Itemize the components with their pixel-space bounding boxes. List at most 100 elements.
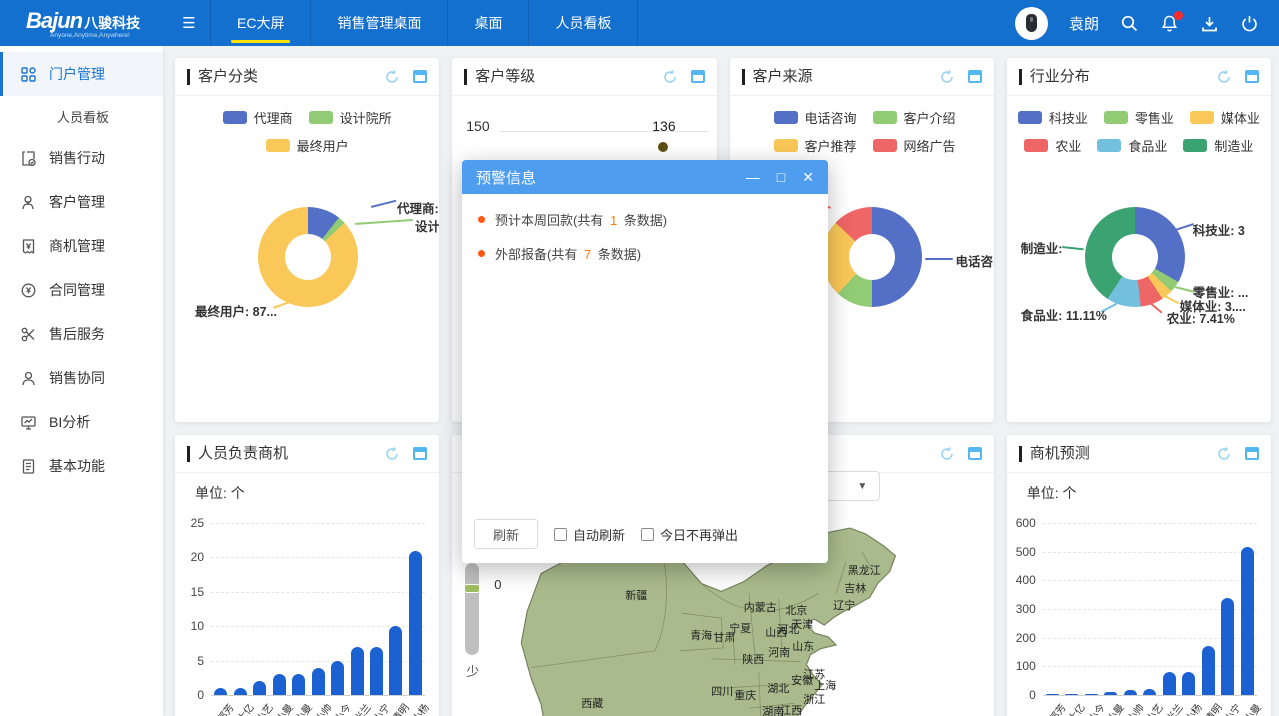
donut-chart[interactable] bbox=[258, 207, 358, 307]
legend-item[interactable]: 零售业 bbox=[1103, 108, 1174, 127]
province-label[interactable]: 山西 bbox=[765, 627, 788, 639]
province-label[interactable]: 宁夏 bbox=[729, 623, 752, 635]
province-label[interactable]: 河北 bbox=[777, 624, 800, 636]
bar[interactable] bbox=[389, 626, 403, 695]
sidebar-item-sales-action[interactable]: 销售行动 bbox=[0, 136, 163, 180]
sidebar-item-staff-board[interactable]: 人员看板 bbox=[0, 96, 163, 136]
bar[interactable] bbox=[1065, 693, 1079, 695]
province-label[interactable]: 黑龙江 bbox=[847, 565, 881, 577]
province-label[interactable]: 江苏 bbox=[803, 669, 826, 681]
bar[interactable] bbox=[311, 667, 325, 695]
maximize-icon[interactable]: □ bbox=[776, 169, 786, 185]
refresh-icon[interactable] bbox=[1216, 446, 1232, 462]
province-label[interactable]: 天津 bbox=[791, 619, 814, 631]
donut-chart[interactable] bbox=[821, 207, 922, 307]
province-label[interactable]: 湖南 bbox=[762, 706, 785, 716]
refresh-icon[interactable] bbox=[939, 446, 955, 462]
sidebar-item-customer-mgmt[interactable]: 客户管理 bbox=[0, 180, 163, 224]
user-name[interactable]: 袁朗 bbox=[1068, 15, 1099, 33]
legend-item[interactable]: 制造业 bbox=[1183, 136, 1253, 155]
bar[interactable] bbox=[1221, 597, 1235, 695]
province-label[interactable]: 浙江 bbox=[803, 694, 826, 706]
bar[interactable] bbox=[1240, 547, 1254, 695]
bar[interactable] bbox=[214, 688, 228, 695]
donut-chart[interactable] bbox=[1084, 207, 1185, 307]
bar[interactable] bbox=[1201, 646, 1215, 695]
tab-ec-screen[interactable]: EC大屏 bbox=[210, 0, 310, 46]
level-data-point[interactable] bbox=[658, 142, 669, 152]
visualmap-slider[interactable] bbox=[464, 563, 481, 655]
bar[interactable] bbox=[350, 646, 364, 695]
legend-item[interactable]: 食品业 bbox=[1097, 136, 1167, 155]
expand-icon[interactable] bbox=[967, 70, 982, 83]
province-label[interactable]: 湖北 bbox=[767, 683, 790, 695]
bar[interactable] bbox=[1143, 689, 1157, 695]
province-label[interactable]: 北京 bbox=[785, 605, 808, 617]
auto-refresh-checkbox[interactable] bbox=[554, 527, 567, 541]
notification-bell-icon[interactable] bbox=[1160, 10, 1183, 33]
expand-icon[interactable] bbox=[1245, 70, 1259, 83]
province-label[interactable]: 内蒙古 bbox=[743, 602, 777, 614]
bar[interactable] bbox=[331, 660, 345, 695]
expand-icon[interactable] bbox=[1245, 447, 1259, 460]
bar[interactable] bbox=[272, 674, 286, 695]
tab-staff-board[interactable]: 人员看板 bbox=[528, 0, 639, 46]
legend-item[interactable]: 农业 bbox=[1024, 136, 1081, 155]
legend-item[interactable]: 网络广告 bbox=[872, 136, 956, 155]
refresh-icon[interactable] bbox=[939, 69, 955, 85]
sidebar-item-portal[interactable]: 门户管理 bbox=[0, 52, 163, 96]
legend-item[interactable]: 客户介绍 bbox=[872, 108, 956, 127]
legend-item[interactable]: 电话咨询 bbox=[773, 108, 857, 127]
no-popup-today-checkbox[interactable] bbox=[641, 527, 655, 541]
province-label[interactable]: 重庆 bbox=[734, 690, 757, 702]
legend-item[interactable]: 科技业 bbox=[1017, 108, 1088, 127]
alert-item[interactable]: 预计本周回款(共有 1 条数据) bbox=[478, 210, 812, 229]
bar[interactable] bbox=[233, 688, 247, 695]
province-label[interactable]: 安徽 bbox=[791, 675, 814, 687]
power-logout-icon[interactable] bbox=[1240, 14, 1259, 33]
minimize-icon[interactable]: — bbox=[745, 169, 760, 185]
province-label[interactable]: 新疆 bbox=[625, 590, 648, 602]
province-label[interactable]: 甘肃 bbox=[713, 632, 736, 644]
refresh-icon[interactable] bbox=[1216, 69, 1232, 85]
bar[interactable] bbox=[253, 681, 267, 695]
sidebar-item-opportunity-mgmt[interactable]: 商机管理 bbox=[0, 224, 163, 268]
refresh-icon[interactable] bbox=[384, 69, 400, 85]
legend-item[interactable]: 媒体业 bbox=[1189, 108, 1260, 127]
modal-header[interactable]: 预警信息 — □ ✕ bbox=[462, 160, 828, 194]
bar[interactable] bbox=[1104, 692, 1118, 695]
legend-item[interactable]: 代理商 bbox=[222, 108, 293, 127]
menu-toggle-icon[interactable]: ☰ bbox=[182, 15, 196, 32]
bar[interactable] bbox=[292, 674, 306, 695]
province-label[interactable]: 山东 bbox=[792, 641, 815, 653]
province-label[interactable]: 西藏 bbox=[581, 698, 604, 710]
province-label[interactable]: 江西 bbox=[780, 705, 803, 716]
tab-sales-desktop[interactable]: 销售管理桌面 bbox=[310, 0, 447, 46]
province-label[interactable]: 四川 bbox=[711, 686, 734, 698]
sidebar-item-sales-collab[interactable]: 销售协同 bbox=[0, 356, 163, 400]
refresh-icon[interactable] bbox=[384, 446, 400, 462]
sidebar-item-basic-functions[interactable]: 基本功能 bbox=[0, 444, 163, 488]
province-label[interactable]: 河南 bbox=[768, 647, 791, 659]
expand-icon[interactable] bbox=[413, 447, 428, 460]
auto-refresh-option[interactable]: 自动刷新 bbox=[554, 525, 625, 544]
bar[interactable] bbox=[1084, 693, 1098, 695]
download-icon[interactable] bbox=[1200, 14, 1219, 33]
alert-item[interactable]: 外部报备(共有 7 条数据) bbox=[478, 244, 812, 263]
legend-item[interactable]: 设计院所 bbox=[308, 108, 392, 127]
refresh-button[interactable]: 刷新 bbox=[474, 519, 538, 549]
app-logo[interactable]: Bajun 八骏科技 Anyone,Anytime,Anywhere! bbox=[0, 0, 168, 46]
legend-item[interactable]: 客户推荐 bbox=[773, 136, 857, 155]
province-label[interactable]: 青海 bbox=[690, 630, 713, 642]
bar[interactable] bbox=[408, 550, 422, 695]
visualmap-handle[interactable] bbox=[464, 584, 481, 593]
province-label[interactable]: 上海 bbox=[814, 680, 837, 692]
province-label[interactable]: 陕西 bbox=[742, 654, 765, 666]
china-landmass[interactable] bbox=[520, 527, 897, 716]
province-label[interactable]: 吉林 bbox=[844, 583, 867, 595]
user-avatar[interactable] bbox=[1014, 6, 1048, 40]
no-popup-today-option[interactable]: 今日不再弹出 bbox=[641, 525, 738, 544]
refresh-icon[interactable] bbox=[662, 69, 678, 85]
expand-icon[interactable] bbox=[413, 70, 428, 83]
legend-item[interactable]: 最终用户 bbox=[265, 136, 349, 155]
